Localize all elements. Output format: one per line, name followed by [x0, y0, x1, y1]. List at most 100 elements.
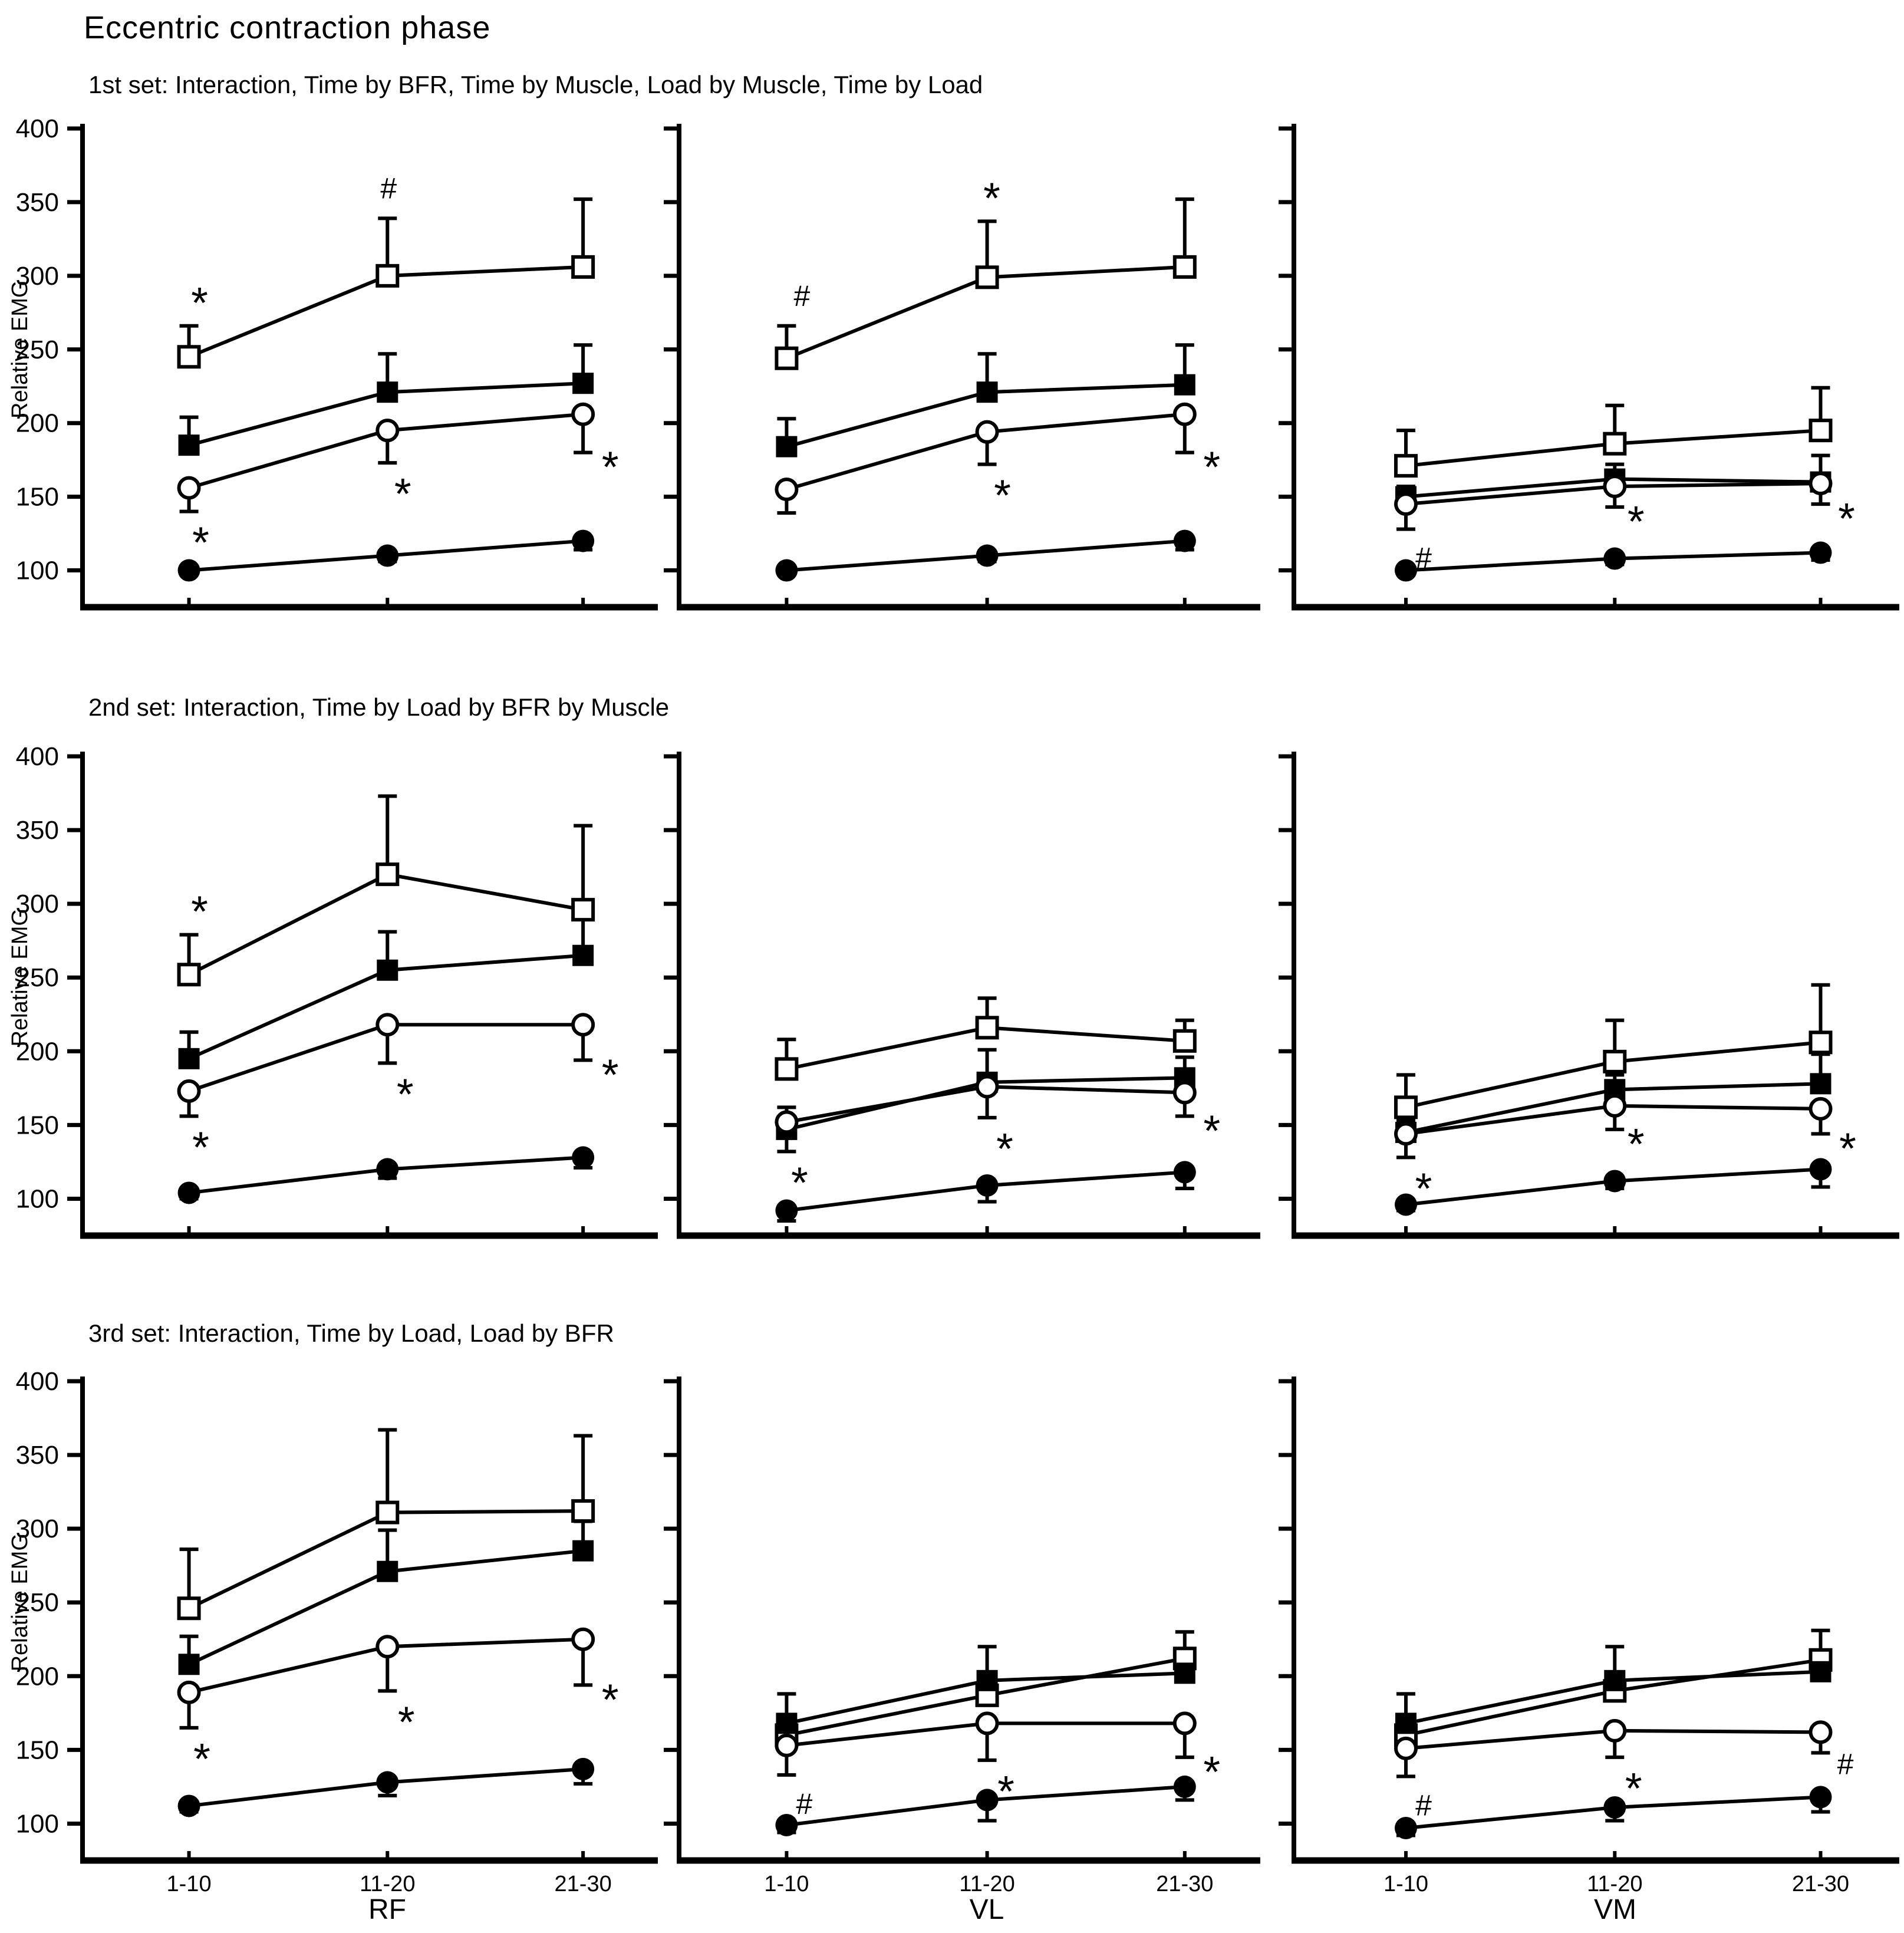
muscle-label-vl: VL: [969, 1894, 1004, 1925]
significance-asterisk: *: [1203, 1747, 1220, 1796]
significance-hash: #: [794, 279, 811, 312]
marker-open-circle: [1172, 1081, 1197, 1105]
marker-filled-circle: [775, 1813, 798, 1836]
y-tick-label: 100: [16, 556, 59, 585]
marker-filled-circle: [1394, 1816, 1417, 1839]
x-tick-label: 11-20: [959, 1872, 1014, 1896]
marker-open-circle: [375, 1013, 400, 1037]
marker-filled-circle: [976, 1789, 999, 1812]
significance-asterisk: *: [192, 1122, 209, 1171]
significance-hash: #: [796, 1787, 813, 1820]
marker-filled-circle: [976, 544, 999, 567]
marker-open-circle: [975, 1075, 999, 1099]
marker-open-circle: [177, 476, 201, 500]
marker-filled-square: [377, 381, 398, 403]
marker-filled-square: [178, 1654, 200, 1675]
panel-set2-vm: * * *: [1279, 752, 1899, 1239]
y-tick-label: 250: [16, 335, 59, 364]
marker-open-circle: [975, 420, 999, 444]
y-tick-label: 200: [16, 409, 59, 438]
panel-set2-rf: 400 350 300 250 200 150 100 Relative EMG * * * *: [8, 742, 658, 1239]
significance-asterisk: *: [1839, 1124, 1856, 1173]
significance-asterisk: *: [791, 1158, 808, 1207]
significance-asterisk: *: [1628, 497, 1645, 546]
marker-filled-circle: [572, 529, 595, 552]
marker-filled-circle: [572, 1757, 595, 1780]
y-tick-label: 400: [16, 114, 59, 143]
marker-open-square: [571, 255, 595, 279]
marker-filled-circle: [177, 1794, 200, 1817]
marker-open-square: [571, 1499, 595, 1523]
y-tick-label: 250: [16, 1588, 59, 1617]
marker-open-circle: [775, 1733, 799, 1757]
y-tick-label: 300: [16, 890, 59, 918]
y-tick-label: 150: [16, 1736, 59, 1764]
y-tick-label: 200: [16, 1037, 59, 1066]
significance-hash: #: [1837, 1747, 1854, 1780]
marker-filled-circle: [177, 1181, 200, 1204]
marker-open-circle: [1603, 1094, 1627, 1118]
marker-filled-circle: [1173, 1775, 1196, 1798]
marker-filled-circle: [376, 544, 399, 567]
marker-open-circle: [1603, 475, 1627, 499]
marker-filled-square: [377, 959, 398, 981]
marker-open-circle: [1394, 1736, 1418, 1760]
panel-set1-vl: # * * *: [664, 124, 1260, 611]
marker-open-square: [375, 862, 400, 887]
significance-asterisk: *: [397, 1069, 414, 1118]
set2-subtitle: 2nd set: Interaction, Time by Load by BF…: [88, 693, 670, 721]
marker-filled-square: [1810, 1073, 1831, 1095]
marker-filled-square: [178, 434, 200, 456]
marker-open-square: [1809, 1030, 1833, 1055]
marker-filled-square: [1395, 1713, 1417, 1734]
marker-filled-circle: [976, 1174, 999, 1197]
marker-open-square: [975, 265, 999, 289]
y-tick-label: 300: [16, 262, 59, 291]
marker-open-circle: [775, 478, 799, 502]
marker-open-circle: [1394, 492, 1418, 516]
marker-filled-square: [1604, 1669, 1626, 1691]
x-tick-label: 1-10: [764, 1872, 809, 1896]
marker-open-circle: [571, 402, 595, 426]
marker-open-circle: [1809, 1720, 1833, 1744]
significance-asterisk: *: [602, 443, 619, 492]
marker-filled-circle: [1809, 1158, 1832, 1181]
significance-asterisk: *: [1628, 1119, 1645, 1168]
significance-hash: #: [1415, 542, 1432, 575]
marker-filled-square: [776, 1713, 798, 1734]
significance-asterisk: *: [602, 1675, 619, 1724]
marker-open-square: [775, 1057, 799, 1081]
y-tick-label: 300: [16, 1514, 59, 1543]
marker-filled-circle: [1394, 1193, 1417, 1216]
marker-open-square: [1172, 1029, 1197, 1053]
marker-open-circle: [1394, 1122, 1418, 1146]
y-tick-label: 150: [16, 1111, 59, 1140]
marker-filled-square: [976, 1669, 998, 1691]
significance-asterisk: *: [997, 1767, 1014, 1816]
y-tick-label: 350: [16, 1441, 59, 1470]
marker-open-square: [1172, 255, 1197, 279]
significance-asterisk: *: [983, 173, 1000, 222]
panel-set2-vl: * * *: [664, 752, 1260, 1239]
x-tick-label: 21-30: [1792, 1872, 1849, 1896]
marker-open-square: [177, 1596, 201, 1621]
marker-filled-circle: [1603, 1170, 1626, 1193]
marker-open-circle: [375, 1635, 400, 1659]
panel-set1-rf: 400 350 300 250 200 150 100 Relative EMG * # * * *: [8, 114, 658, 611]
marker-filled-circle: [775, 559, 798, 582]
y-axis-title: Relative EMG: [8, 1533, 32, 1671]
x-tick-label: 21-30: [1156, 1872, 1213, 1896]
significance-asterisk: *: [1838, 494, 1855, 543]
panel-set1-vm: # * *: [1279, 124, 1899, 611]
marker-filled-circle: [1173, 529, 1196, 552]
significance-asterisk: *: [398, 1697, 415, 1746]
x-tick-label: 1-10: [167, 1872, 212, 1896]
set3-subtitle: 3rd set: Interaction, Time by Load, Load…: [88, 1319, 614, 1347]
marker-open-square: [775, 346, 799, 370]
marker-open-circle: [571, 1627, 595, 1651]
y-tick-label: 100: [16, 1809, 59, 1838]
y-tick-label: 100: [16, 1184, 59, 1213]
marker-filled-circle: [376, 1771, 399, 1794]
marker-filled-circle: [1173, 1161, 1196, 1184]
